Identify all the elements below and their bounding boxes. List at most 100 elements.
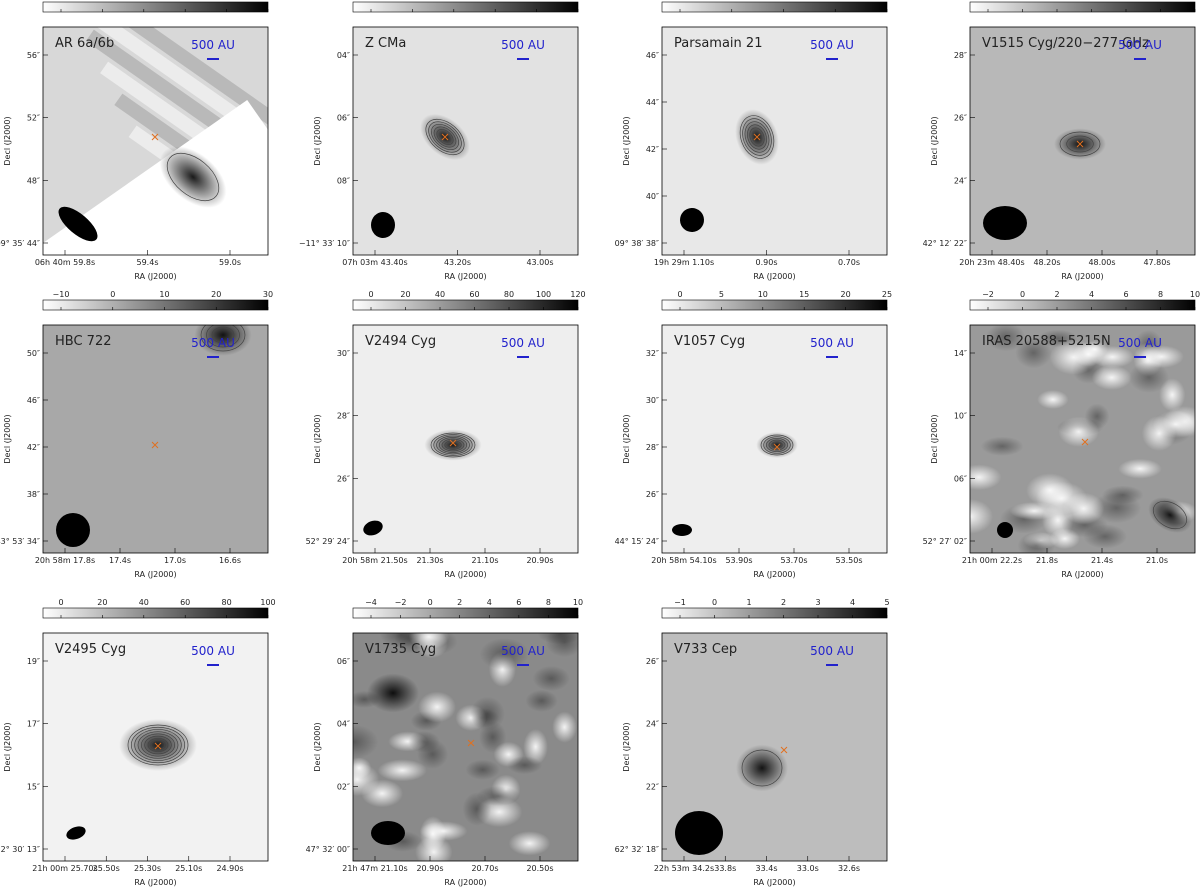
source-marker: [441, 133, 449, 141]
beam: [66, 826, 86, 840]
y-tick-label: 14″: [954, 349, 967, 358]
y-tick-label: 42″: [646, 145, 659, 154]
noise-blob: [986, 325, 1026, 352]
noise-blob: [1073, 342, 1105, 367]
y-tick-label: 47° 32′ 00″: [306, 845, 350, 854]
contour: [425, 118, 465, 156]
y-axis-label: Decl (J2000): [313, 116, 322, 165]
noise-blob: [552, 711, 577, 743]
y-axis-label: Decl (J2000): [930, 116, 939, 165]
source-marker: [773, 443, 781, 451]
y-tick-label: 22″: [646, 782, 659, 791]
y-tick-label: 15″: [27, 782, 40, 791]
panel: 0 20 40 60 80 100 120 V2494 Cyg 500 AU 30″ 28″ 26″ 5…: [306, 290, 586, 579]
y-tick-label: 62° 32′ 18″: [615, 845, 659, 854]
panel-title: V733 Cep: [674, 642, 737, 657]
y-axis-label: Decl (J2000): [3, 722, 12, 771]
contour: [430, 432, 476, 458]
image-frame: [969, 26, 1196, 256]
colorbar-tick-label: 40: [139, 598, 149, 607]
y-tick-label: 52° 29′ 24″: [306, 537, 350, 546]
image-frame: [661, 26, 888, 256]
contour: [433, 434, 473, 456]
source-marker: [151, 441, 159, 449]
x-axis-label: RA (J2000): [134, 878, 176, 887]
y-tick-label: 26″: [646, 657, 659, 666]
colorbar: [352, 607, 579, 619]
panel-title: Parsamain 21: [674, 36, 762, 51]
contour: [765, 437, 789, 453]
x-tick-label: 20.70s: [471, 864, 498, 873]
source-marker: [467, 739, 475, 747]
colorbar: [969, 299, 1196, 311]
image-frame: [42, 632, 269, 862]
x-axis-label: RA (J2000): [1061, 570, 1103, 579]
colorbar-tick-label: 0: [1020, 0, 1025, 1]
source-marker: [151, 133, 159, 141]
panel-title: Z CMa: [365, 36, 406, 51]
colorbar-tick-label: −2: [982, 0, 994, 1]
y-tick-label: 04″: [337, 720, 350, 729]
colorbar: [42, 1, 269, 13]
colorbar-tick-label: −10: [53, 290, 70, 299]
contour: [1066, 135, 1094, 153]
y-tick-label: 28″: [646, 443, 659, 452]
image: [43, 633, 268, 861]
noise-blob: [545, 633, 578, 658]
image: [353, 633, 578, 861]
image-frame: [969, 324, 1196, 554]
colorbar-tick-label: 1: [746, 598, 751, 607]
x-axis-label: RA (J2000): [753, 272, 795, 281]
y-tick-label: −11° 33′ 10″: [299, 239, 350, 248]
image: [970, 325, 1195, 553]
colorbar-tick-label: 10: [1190, 290, 1200, 299]
x-tick-label: 19h 29m 1.10s: [654, 258, 714, 267]
x-tick-label: 59.4s: [137, 258, 159, 267]
source-marker: [449, 439, 457, 447]
colorbar-tick-label: 10: [1190, 0, 1200, 1]
colorbar-tick-label: 8: [1158, 290, 1163, 299]
source-marker: [1081, 438, 1089, 446]
x-tick-label: 53.90s: [725, 556, 752, 565]
y-tick-label: 52″: [27, 114, 40, 123]
contour: [436, 129, 454, 145]
contour: [433, 126, 457, 148]
x-axis-label: RA (J2000): [444, 878, 486, 887]
image: [662, 633, 887, 861]
colorbar: [352, 1, 579, 13]
scale-label: 500 AU: [810, 38, 854, 52]
x-tick-label: 20.50s: [526, 864, 553, 873]
colorbar-tick-label: 6: [1123, 0, 1128, 1]
y-axis-label: Decl (J2000): [313, 722, 322, 771]
y-tick-label: 10″: [954, 412, 967, 421]
noise-blob: [507, 756, 543, 775]
x-tick-label: 20h 58m 54.10s: [651, 556, 716, 565]
noise-blob: [418, 691, 456, 723]
y-axis-label: Decl (J2000): [313, 414, 322, 463]
colorbar-tick-label: 15: [490, 0, 500, 1]
image-frame: [42, 324, 269, 554]
y-tick-label: 08″: [337, 176, 350, 185]
y-tick-label: 44″: [646, 98, 659, 107]
y-axis-label: Decl (J2000): [930, 414, 939, 463]
colorbar-tick-label: 20: [841, 290, 851, 299]
noise-blob: [508, 831, 551, 856]
x-axis-label: RA (J2000): [444, 570, 486, 579]
y-tick-label: 06″: [954, 474, 967, 483]
x-axis-label: RA (J2000): [1061, 272, 1103, 281]
source-marker: [1076, 140, 1084, 148]
panel-title: V2495 Cyg: [55, 642, 126, 657]
colorbar-tick-label: 0: [712, 598, 717, 607]
x-tick-label: 06h 40m 59.8s: [35, 258, 95, 267]
colorbar-tick-label: 30: [830, 0, 840, 1]
beam: [363, 520, 383, 536]
panel: −4 −2 0 2 4 6 8 10 V1735 Cyg 500 AU 06″ 04″ 02″ 47° 3…: [306, 598, 584, 887]
noise-blob: [1058, 416, 1099, 447]
noise-blob: [1101, 485, 1144, 505]
noise-blob: [353, 724, 379, 760]
panel-title: HBC 722: [55, 334, 112, 349]
x-tick-label: 47.80s: [1143, 258, 1170, 267]
y-tick-label: 17″: [27, 720, 40, 729]
contour: [137, 731, 179, 759]
colorbar-tick-label: 4: [141, 0, 146, 1]
